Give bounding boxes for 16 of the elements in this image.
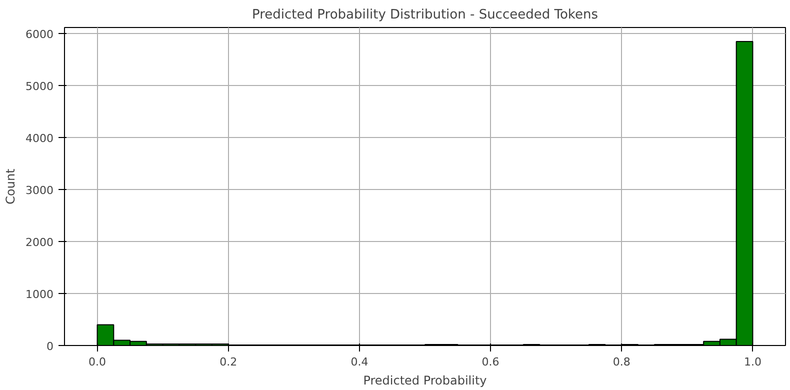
chart-title: Predicted Probability Distribution - Succeeded Tokens <box>252 8 598 22</box>
x-tick-label: 0.0 <box>88 356 106 368</box>
x-axis-title: Predicted Probability <box>363 374 487 388</box>
y-tick-label: 6000 <box>26 28 54 42</box>
y-axis-title: Count <box>4 168 18 204</box>
y-tick-label: 5000 <box>26 80 54 94</box>
y-tick-label: 3000 <box>26 184 54 198</box>
x-tick-label: 0.6 <box>482 356 500 368</box>
x-tick-label: 0.4 <box>350 356 368 368</box>
y-tick-label: 2000 <box>26 236 54 250</box>
y-tick-label: 0 <box>46 340 54 353</box>
y-tick-label: 4000 <box>26 132 54 146</box>
x-tick-label: 0.2 <box>220 356 238 368</box>
x-tick-label: 1.0 <box>744 356 762 368</box>
x-tick-label: 0.8 <box>612 356 630 368</box>
y-tick-label: 1000 <box>26 288 54 302</box>
